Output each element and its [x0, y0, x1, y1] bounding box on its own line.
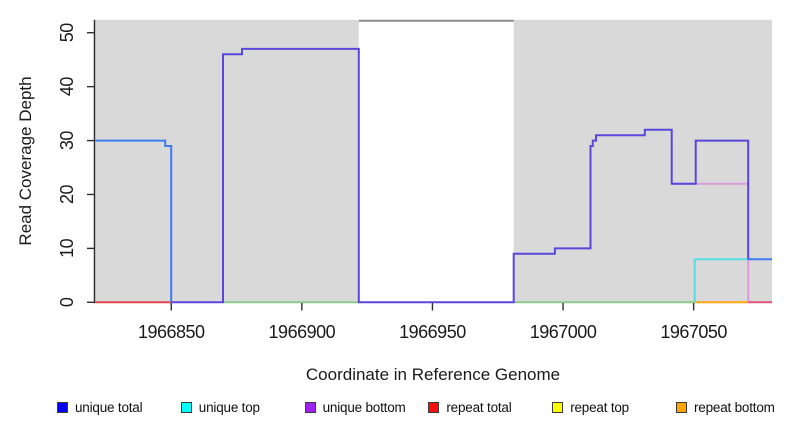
legend-swatch-icon	[676, 402, 687, 413]
y-axis-title: Read Coverage Depth	[16, 76, 35, 245]
legend-swatch-icon	[180, 402, 192, 413]
series-unique-top	[693, 258, 749, 303]
legend-label: unique bottom	[322, 400, 406, 415]
x-tick-label: 1967050	[660, 322, 727, 342]
y-tick-label: 10	[57, 238, 77, 258]
plot-legend: unique total unique top unique bottom repea…	[0, 400, 792, 418]
y-tick-label: 30	[57, 131, 77, 151]
x-tick-label: 1966950	[399, 322, 466, 342]
legend-swatch-icon	[57, 402, 68, 413]
legend-label: repeat bottom	[694, 400, 775, 415]
x-axis-title: Coordinate in Reference Genome	[306, 365, 560, 384]
legend-item-repeat-bottom: repeat bottom	[676, 400, 775, 415]
legend-item-unique-top: unique top	[180, 400, 260, 415]
x-tick-label: 1966850	[138, 322, 205, 342]
legend-swatch-icon	[552, 402, 564, 413]
legend-item-repeat-total: repeat total	[428, 400, 512, 415]
legend-swatch-icon	[428, 402, 440, 413]
series-unique-bottom-main	[171, 47, 750, 304]
legend-label: unique total	[75, 400, 143, 415]
series-unique-total-left	[95, 139, 173, 303]
legend-item-repeat-top: repeat top	[552, 400, 629, 415]
x-tick-label: 1967000	[530, 322, 597, 342]
legend-label: unique top	[198, 400, 260, 415]
legend-label: repeat total	[446, 400, 512, 415]
y-tick-label: 50	[57, 23, 77, 43]
x-tick-label: 1966900	[269, 322, 336, 342]
gap-region	[358, 19, 514, 303]
y-tick-label: 40	[57, 77, 77, 97]
legend-item-unique-total: unique total	[57, 400, 143, 415]
y-tick-label: 20	[57, 184, 77, 204]
legend-item-unique-bottom: unique bottom	[304, 400, 406, 415]
legend-swatch-icon	[304, 402, 316, 413]
y-tick-label: 0	[57, 297, 77, 307]
legend-label: repeat top	[570, 400, 629, 415]
